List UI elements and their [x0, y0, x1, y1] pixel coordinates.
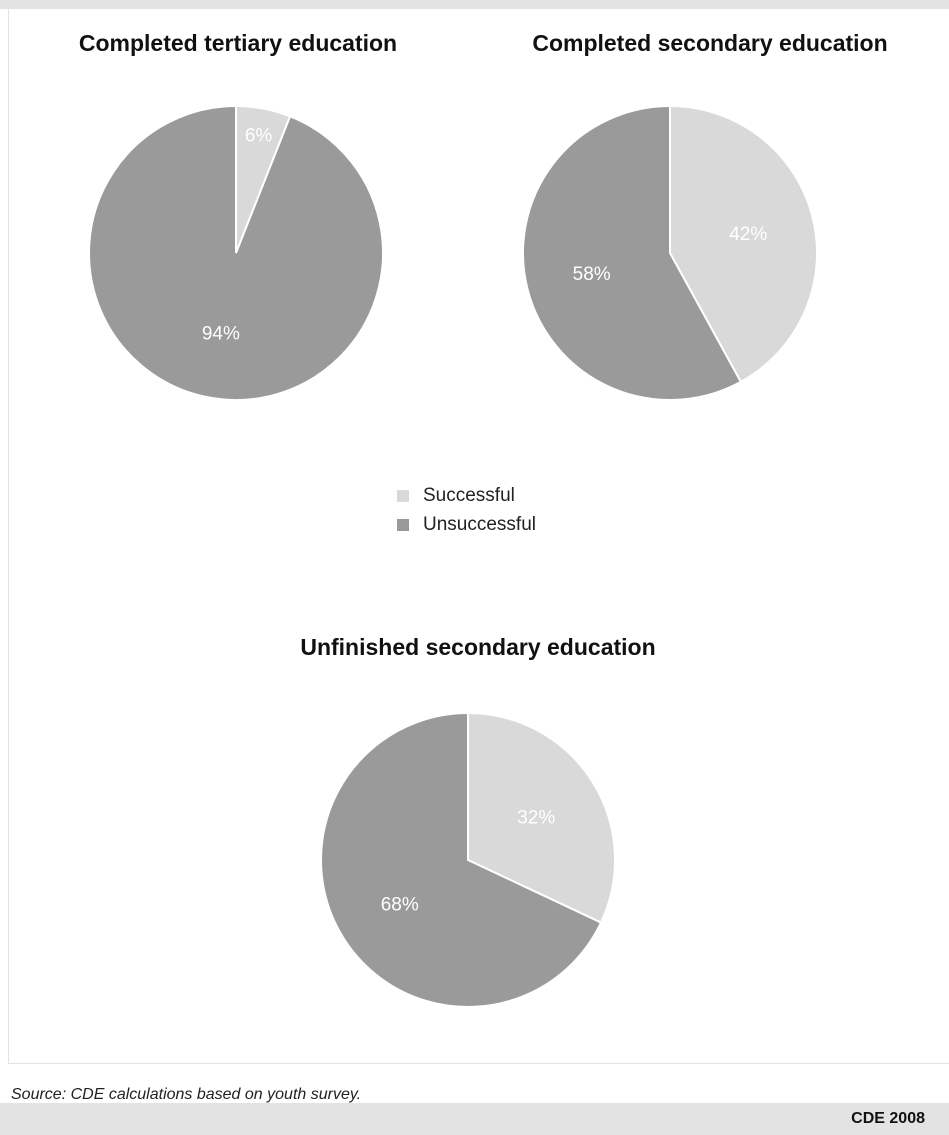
legend-label-unsuccessful: Unsuccessful	[423, 513, 536, 535]
pie-slice-unsuccessful-2	[320, 711, 603, 1008]
pie-label-successful-0: 6%	[245, 126, 273, 147]
legend-label-successful: Successful	[423, 484, 515, 506]
divider	[8, 1063, 949, 1064]
legend-item-unsuccessful: Unsuccessful	[397, 510, 536, 539]
pie-label-unsuccessful-1: 58%	[573, 264, 611, 285]
pie-slice-unsuccessful-1	[522, 104, 743, 401]
pie-slice-successful-2	[467, 711, 616, 924]
bottom-bar	[0, 1103, 949, 1135]
pie-slice-unsuccessful-0	[88, 104, 384, 401]
chart-frame	[8, 9, 949, 1063]
top-bar	[0, 0, 949, 9]
credit: CDE 2008	[851, 1110, 925, 1127]
pie-title-secondary: Completed secondary education	[532, 30, 888, 56]
pie-label-unsuccessful-2: 68%	[381, 894, 419, 915]
legend-swatch-unsuccessful	[397, 518, 409, 531]
legend-item-successful: Successful	[397, 481, 536, 510]
legend-swatch-successful	[397, 489, 409, 502]
pie-title-unfinished: Unfinished secondary education	[300, 634, 656, 660]
source-note: Source: CDE calculations based on youth …	[11, 1086, 362, 1103]
pie-title-tertiary: Completed tertiary education	[78, 30, 398, 56]
pie-slice-successful-1	[669, 104, 818, 384]
legend: Successful Unsuccessful	[397, 481, 536, 539]
pie-label-unsuccessful-0: 94%	[202, 323, 240, 344]
pie-label-successful-2: 32%	[517, 808, 555, 829]
pie-label-successful-1: 42%	[729, 224, 767, 245]
